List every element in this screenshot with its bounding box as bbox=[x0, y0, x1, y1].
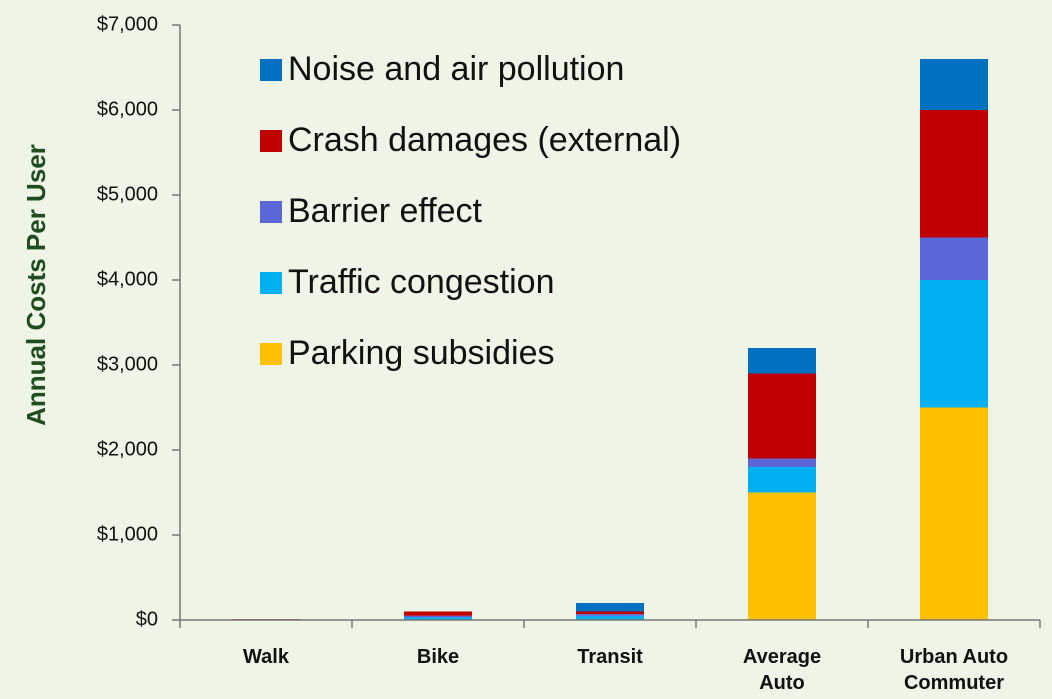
x-tick-label: Average Auto bbox=[742, 646, 822, 694]
bar-segment bbox=[576, 614, 644, 616]
bar-segment bbox=[404, 615, 472, 618]
bar-segment bbox=[576, 611, 644, 615]
y-tick-label: $4,000 bbox=[97, 268, 158, 290]
legend-swatch bbox=[260, 59, 282, 81]
legend-swatch bbox=[260, 343, 282, 365]
y-tick-label: $1,000 bbox=[97, 523, 158, 545]
bar-segment bbox=[920, 237, 988, 280]
bar-segment bbox=[748, 373, 816, 459]
bar-segment bbox=[404, 617, 472, 620]
legend-swatch bbox=[260, 272, 282, 294]
legend-swatch bbox=[260, 201, 282, 223]
y-tick-label: $6,000 bbox=[97, 98, 158, 120]
y-tick-label: $2,000 bbox=[97, 438, 158, 460]
x-tick-label: Urban Auto Commuter bbox=[899, 646, 1009, 694]
x-tick-label: Walk bbox=[243, 646, 289, 668]
bar-segment bbox=[576, 603, 644, 612]
bar-segment bbox=[748, 492, 816, 620]
x-tick-label: Transit bbox=[577, 646, 643, 668]
legend-label: Noise and air pollution bbox=[288, 50, 624, 88]
x-tick-label: Bike bbox=[416, 646, 460, 668]
legend-label: Parking subsidies bbox=[288, 334, 554, 372]
y-tick-label: $0 bbox=[136, 608, 158, 630]
y-axis-label: Annual Costs Per User bbox=[21, 144, 51, 426]
y-tick-label: $3,000 bbox=[97, 353, 158, 375]
bar-segment bbox=[404, 611, 472, 616]
bar-segment bbox=[920, 280, 988, 408]
y-tick-label: $7,000 bbox=[97, 13, 158, 35]
legend-label: Barrier effect bbox=[288, 192, 483, 230]
bar-segment bbox=[920, 407, 988, 620]
bar-segment bbox=[920, 110, 988, 238]
bar-segment bbox=[748, 467, 816, 493]
legend-swatch bbox=[260, 130, 282, 152]
bar-segment bbox=[576, 615, 644, 620]
bar-segment bbox=[748, 348, 816, 374]
legend-label: Crash damages (external) bbox=[288, 121, 681, 159]
legend-label: Traffic congestion bbox=[288, 263, 554, 301]
bar-segment bbox=[748, 458, 816, 467]
y-tick-label: $5,000 bbox=[97, 183, 158, 205]
bar-segment bbox=[920, 59, 988, 110]
